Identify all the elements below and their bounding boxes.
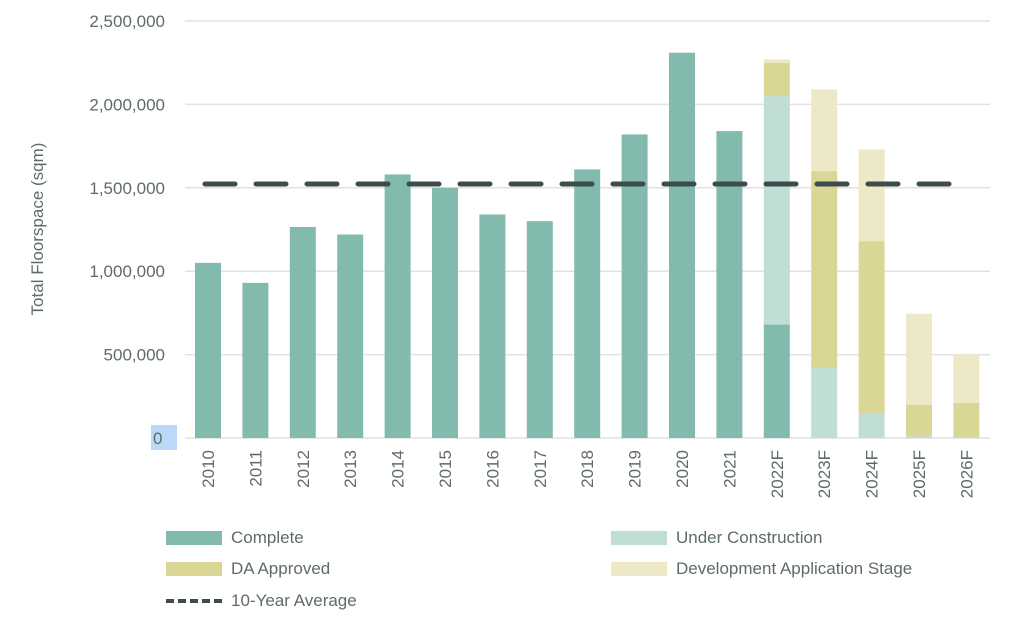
legend-label: Complete <box>231 528 304 547</box>
legend-10-year-average: 10-Year Average <box>166 591 357 611</box>
legend-complete: Complete <box>166 528 304 548</box>
x-tick-label: 2010 <box>199 450 218 488</box>
bar-segment <box>858 149 885 242</box>
y-tick-label: 0 <box>153 429 162 448</box>
legend-swatch <box>611 562 667 576</box>
bar-segment <box>621 134 648 438</box>
bar-segment <box>858 241 885 413</box>
x-tick-label: 2014 <box>389 450 408 488</box>
x-tick-label: 2019 <box>626 450 645 488</box>
bar-segment <box>669 52 695 438</box>
x-tick-label: 2011 <box>246 450 265 487</box>
legend-development-application: Development Application Stage <box>611 559 912 579</box>
legend-swatch <box>166 531 222 545</box>
y-tick-label: 2,000,000 <box>89 95 165 114</box>
bar-segment <box>763 324 790 438</box>
x-tick-label: 2012 <box>294 450 313 488</box>
bar-segment <box>337 234 364 438</box>
x-tick-label: 2026F <box>957 450 976 498</box>
legend-swatch <box>166 562 222 576</box>
bar-segment <box>953 354 980 403</box>
x-tick-label: 2016 <box>483 450 502 488</box>
bar-segment <box>858 412 885 438</box>
bar-segment <box>906 313 932 405</box>
legend-label: 10-Year Average <box>231 591 357 610</box>
bar-segment <box>906 404 932 437</box>
bar-segment <box>811 367 838 438</box>
x-tick-label: 2018 <box>578 450 597 488</box>
bar-segment <box>195 262 221 438</box>
x-tick-label: 2024F <box>863 450 882 498</box>
y-axis-label: Total Floorspace (sqm) <box>28 143 47 316</box>
legend-da-approved: DA Approved <box>166 559 330 579</box>
bar-segment <box>526 221 553 438</box>
x-tick-label: 2022F <box>768 450 787 498</box>
bar-segment <box>953 402 980 438</box>
bar-segment <box>432 187 458 438</box>
bar-segment <box>242 282 269 438</box>
bar-segment <box>811 171 838 368</box>
legend-label: Development Application Stage <box>676 559 913 578</box>
x-tick-label: 2025F <box>910 450 929 498</box>
y-tick-label: 2,500,000 <box>89 12 165 31</box>
y-tick-label: 500,000 <box>104 346 165 365</box>
bar-segment <box>479 214 506 438</box>
legend-swatch <box>611 531 667 545</box>
legend-label: Under Construction <box>676 528 823 547</box>
bar-segment <box>906 436 932 438</box>
legend-dash <box>166 599 222 603</box>
bar-segment <box>763 96 790 325</box>
bar-segment <box>811 89 838 172</box>
y-tick-label: 1,000,000 <box>89 262 165 281</box>
bar-segment <box>574 169 601 438</box>
x-tick-label: 2023F <box>815 450 834 498</box>
bar-segment <box>763 59 790 63</box>
x-tick-label: 2015 <box>436 450 455 488</box>
x-tick-label: 2013 <box>341 450 360 488</box>
bar-chart: 0 500,000 1,000,000 1,500,000 2,000,000 2,500… <box>28 12 990 498</box>
legend-under-construction: Under Construction <box>611 528 822 548</box>
x-tick-label: 2017 <box>531 450 550 488</box>
bar-segment <box>384 174 411 438</box>
y-tick-label: 1,500,000 <box>89 179 165 198</box>
legend-label: DA Approved <box>231 559 331 578</box>
x-tick-label: 2020 <box>673 450 692 488</box>
bar-segment <box>289 226 316 438</box>
x-tick-label: 2021 <box>720 450 739 488</box>
bar-segment <box>763 62 790 97</box>
bar-segment <box>716 131 743 438</box>
zero-highlight <box>151 425 177 450</box>
